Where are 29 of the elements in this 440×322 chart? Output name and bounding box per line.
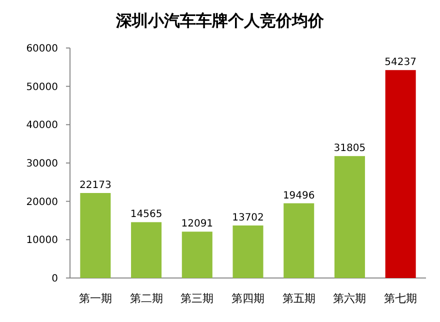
data-label: 54237	[384, 57, 416, 68]
bar	[232, 225, 264, 278]
data-label: 13702	[232, 212, 264, 224]
y-tick-label: 60000	[26, 44, 58, 54]
data-label: 14565	[130, 209, 162, 220]
y-tick-label: 20000	[26, 196, 58, 208]
bar	[80, 193, 111, 278]
data-label: 12091	[181, 218, 214, 230]
data-label: 19496	[282, 190, 315, 202]
y-tick-label: 50000	[26, 82, 58, 93]
y-tick-label: 10000	[26, 235, 58, 246]
data-label: 22173	[80, 180, 112, 192]
chart-title: 深圳小汽车车牌个人竞价均价	[115, 11, 325, 30]
x-tick-label: 第五期	[282, 292, 316, 305]
x-tick-label: 第七期	[384, 292, 418, 305]
bar	[385, 70, 416, 278]
y-tick-label: 40000	[26, 120, 58, 132]
bar	[284, 203, 314, 278]
x-tick-label: 第三期	[180, 292, 214, 305]
bar	[334, 156, 365, 278]
data-label: 31805	[334, 143, 366, 154]
x-tick-label: 第六期	[333, 292, 366, 305]
y-tick-label: 0	[52, 274, 58, 284]
x-tick-label: 第一期	[78, 292, 112, 305]
y-tick-label: 30000	[26, 158, 58, 170]
bar	[182, 232, 212, 278]
x-tick-label: 第二期	[130, 292, 163, 305]
x-tick-label: 第四期	[232, 292, 264, 305]
bar	[131, 222, 162, 278]
